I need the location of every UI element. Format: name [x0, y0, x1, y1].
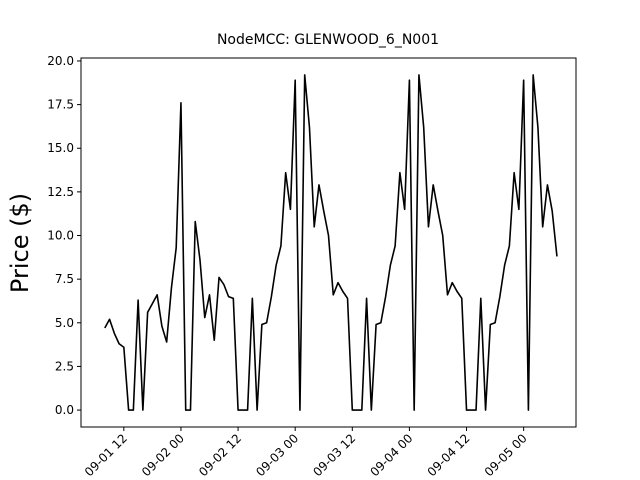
y-tick-label: 2.5: [55, 359, 74, 373]
y-axis-label: Price ($): [6, 193, 34, 293]
y-tick-label: 15.0: [47, 141, 74, 155]
y-tick-label: 10.0: [47, 229, 74, 243]
y-tick-label: 7.5: [55, 272, 74, 286]
x-tick-label: 09-04 00: [367, 431, 415, 479]
y-tick-label: 0.0: [55, 403, 74, 417]
x-tick-label: 09-03 00: [253, 431, 301, 479]
x-tick-label: 09-01 12: [82, 431, 130, 479]
y-tick-label: 17.5: [47, 98, 74, 112]
y-tick-label: 5.0: [55, 316, 74, 330]
y-tick-label: 12.5: [47, 185, 74, 199]
plot-frame: [80, 57, 577, 428]
x-tick-label: 09-02 00: [139, 431, 187, 479]
chart-title: NodeMCC: GLENWOOD_6_N001: [217, 32, 439, 48]
x-tick-label: 09-04 12: [425, 431, 473, 479]
price-line: [104, 74, 558, 411]
x-tick-label: 09-02 12: [196, 431, 244, 479]
x-tick-label: 09-05 00: [482, 431, 530, 479]
y-tick-label: 20.0: [47, 54, 74, 68]
x-tick-label: 09-03 12: [310, 431, 358, 479]
